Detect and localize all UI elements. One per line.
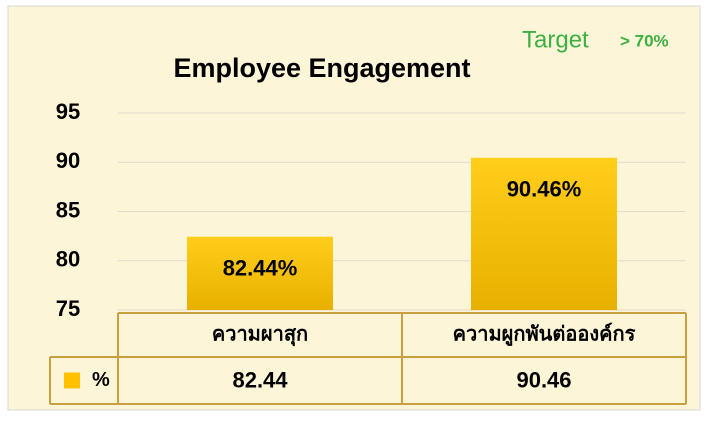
y-tick-label: 95 (56, 99, 80, 124)
annotation-value: > 70% (620, 31, 669, 50)
table-value: 82.44 (232, 367, 288, 392)
y-tick-label: 75 (56, 296, 80, 321)
table-value: 90.46 (516, 367, 571, 392)
table-category: ความผาสุก (212, 323, 308, 346)
bar (471, 157, 617, 310)
bar (187, 236, 333, 310)
annotation-label: Target (522, 26, 589, 53)
chart-title: Employee Engagement (173, 53, 470, 83)
legend-key (64, 372, 80, 389)
y-tick-label: 90 (56, 148, 80, 173)
y-tick-label: 80 (56, 247, 80, 272)
legend-label: % (92, 369, 110, 391)
table-category: ความผูกพันต่อองค์กร (453, 322, 636, 347)
data-label: 82.44% (223, 256, 298, 281)
data-label: 90.46% (507, 177, 582, 202)
y-tick-label: 85 (56, 197, 80, 222)
